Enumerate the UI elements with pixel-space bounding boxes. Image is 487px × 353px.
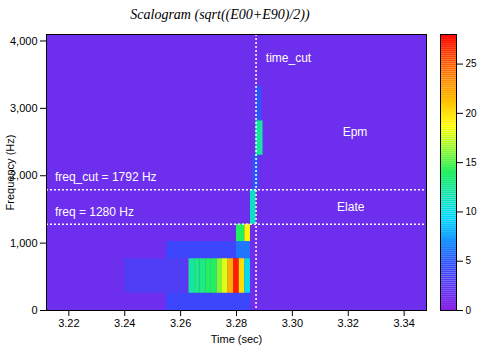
svg-text:3.24: 3.24	[114, 317, 135, 329]
svg-text:15: 15	[466, 157, 478, 168]
svg-text:3.32: 3.32	[338, 317, 359, 329]
svg-text:1,000: 1,000	[10, 237, 38, 249]
svg-text:5: 5	[466, 255, 472, 266]
svg-text:2,000: 2,000	[10, 169, 38, 182]
svg-text:time_cut: time_cut	[266, 51, 312, 65]
svg-text:3.34: 3.34	[393, 317, 414, 329]
svg-text:3.22: 3.22	[58, 317, 79, 329]
svg-text:4,000: 4,000	[10, 34, 38, 46]
svg-text:freq = 1280 Hz: freq = 1280 Hz	[55, 205, 134, 219]
svg-text:0: 0	[466, 305, 472, 316]
svg-text:3.28: 3.28	[226, 317, 247, 329]
svg-text:25: 25	[466, 58, 478, 69]
svg-text:Epm: Epm	[343, 125, 368, 139]
svg-text:freq_cut = 1792 Hz: freq_cut = 1792 Hz	[55, 170, 157, 184]
svg-text:3.30: 3.30	[282, 317, 303, 329]
svg-text:Elate: Elate	[337, 200, 365, 214]
svg-text:20: 20	[466, 108, 478, 119]
svg-text:Frequency (Hz): Frequency (Hz)	[4, 135, 16, 211]
svg-text:10: 10	[466, 206, 478, 217]
svg-text:Time (sec): Time (sec)	[211, 333, 263, 345]
html-text:Scalogram (sqrt((E00+E90)/2)): Scalogram (sqrt((E00+E90)/2))	[130, 7, 310, 22]
svg-text:3.26: 3.26	[170, 317, 191, 329]
svg-text:3,000: 3,000	[10, 102, 38, 114]
svg-text:0: 0	[31, 304, 37, 316]
